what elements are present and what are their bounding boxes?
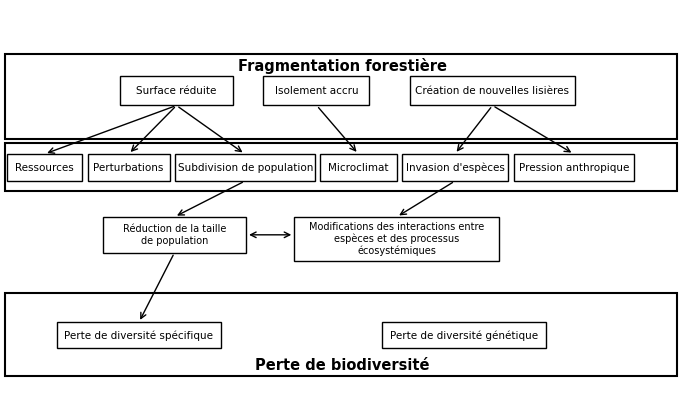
Bar <box>120 76 233 105</box>
Text: Réduction de la taille
de population: Réduction de la taille de population <box>122 224 226 246</box>
Bar <box>57 322 221 348</box>
Bar <box>5 293 677 376</box>
Bar <box>5 143 677 191</box>
Bar <box>514 154 634 181</box>
Bar <box>402 154 508 181</box>
Bar <box>103 217 246 253</box>
Bar <box>7 154 82 181</box>
Bar <box>263 76 369 105</box>
Text: Invasion d'espèces: Invasion d'espèces <box>406 162 505 173</box>
Text: Perte de biodiversité: Perte de biodiversité <box>254 358 430 373</box>
Text: Isolement accru: Isolement accru <box>274 86 358 96</box>
Text: Perte de diversité génétique: Perte de diversité génétique <box>390 330 538 341</box>
Text: Modifications des interactions entre
espèces et des processus
écosystémiques: Modifications des interactions entre esp… <box>309 222 484 256</box>
Bar <box>5 54 677 139</box>
Text: Surface réduite: Surface réduite <box>136 86 216 96</box>
Bar <box>410 76 575 105</box>
Bar <box>320 154 397 181</box>
Bar <box>294 217 499 261</box>
Text: Fragmentation forestière: Fragmentation forestière <box>237 58 447 74</box>
Text: Perte de diversité spécifique: Perte de diversité spécifique <box>64 330 213 341</box>
Bar <box>382 322 546 348</box>
Text: Ressources: Ressources <box>15 162 74 173</box>
Bar <box>175 154 315 181</box>
Bar <box>88 154 170 181</box>
Text: Microclimat: Microclimat <box>328 162 389 173</box>
Text: Pression anthropique: Pression anthropique <box>519 162 629 173</box>
Text: Création de nouvelles lisières: Création de nouvelles lisières <box>415 86 570 96</box>
Text: Perturbations: Perturbations <box>94 162 163 173</box>
Text: Subdivision de population: Subdivision de population <box>178 162 313 173</box>
